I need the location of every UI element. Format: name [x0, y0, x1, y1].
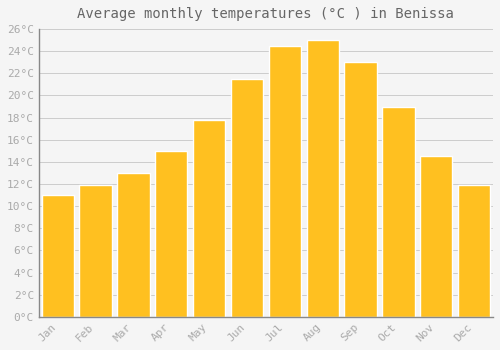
Bar — [306, 40, 339, 317]
Bar — [231, 79, 263, 317]
Bar — [118, 173, 150, 317]
Bar — [344, 62, 376, 317]
Bar — [42, 195, 74, 317]
Bar — [269, 46, 301, 317]
Bar — [193, 120, 225, 317]
Bar — [155, 151, 188, 317]
Bar — [382, 106, 414, 317]
Bar — [420, 156, 452, 317]
Title: Average monthly temperatures (°C ) in Benissa: Average monthly temperatures (°C ) in Be… — [78, 7, 454, 21]
Bar — [80, 185, 112, 317]
Bar — [458, 185, 490, 317]
